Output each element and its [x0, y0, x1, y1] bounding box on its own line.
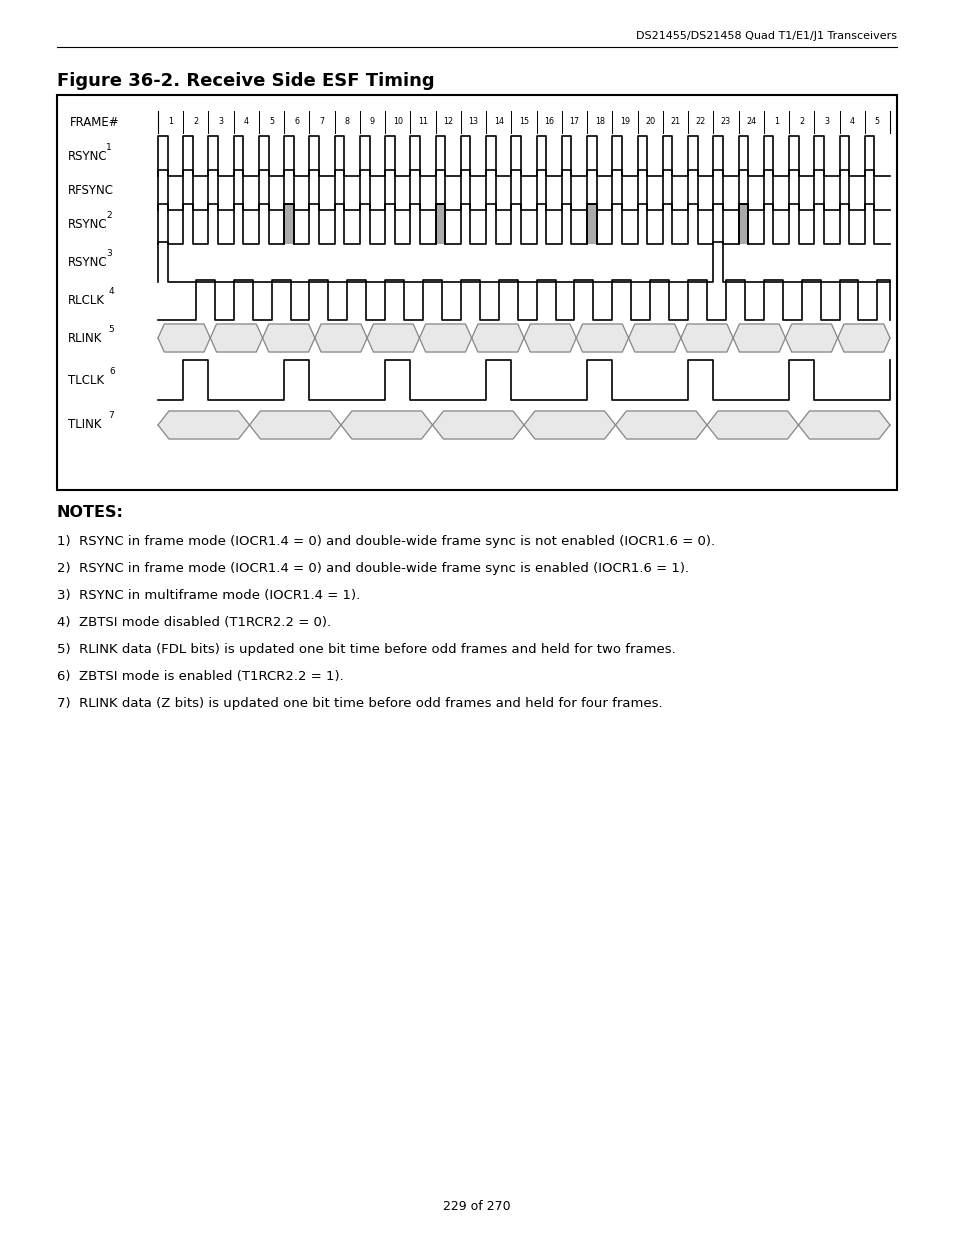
Text: 2: 2 — [193, 117, 198, 126]
Text: 19: 19 — [619, 117, 629, 126]
Text: 17: 17 — [569, 117, 578, 126]
Text: RSYNC: RSYNC — [68, 256, 108, 268]
Polygon shape — [628, 324, 680, 352]
Text: NOTES:: NOTES: — [57, 505, 124, 520]
Polygon shape — [576, 324, 628, 352]
Polygon shape — [784, 324, 837, 352]
Polygon shape — [432, 411, 523, 438]
Text: 4)  ZBTSI mode disabled (T1RCR2.2 = 0).: 4) ZBTSI mode disabled (T1RCR2.2 = 0). — [57, 616, 331, 629]
Text: TLCLK: TLCLK — [68, 373, 104, 387]
Text: 24: 24 — [745, 117, 756, 126]
Text: 22: 22 — [695, 117, 705, 126]
Polygon shape — [615, 411, 706, 438]
Text: RFSYNC: RFSYNC — [68, 184, 113, 196]
Text: 1: 1 — [106, 142, 112, 152]
Text: 1: 1 — [773, 117, 778, 126]
Text: 3: 3 — [218, 117, 223, 126]
Bar — [284, 204, 294, 245]
Text: 12: 12 — [443, 117, 453, 126]
Polygon shape — [314, 324, 367, 352]
Text: 16: 16 — [543, 117, 554, 126]
Text: 15: 15 — [518, 117, 529, 126]
Polygon shape — [732, 324, 784, 352]
Text: 5)  RLINK data (FDL bits) is updated one bit time before odd frames and held for: 5) RLINK data (FDL bits) is updated one … — [57, 643, 675, 656]
Bar — [57, 95, 896, 490]
Text: 21: 21 — [670, 117, 679, 126]
Text: 2: 2 — [106, 210, 112, 220]
Text: 229 of 270: 229 of 270 — [443, 1200, 510, 1214]
Text: 3: 3 — [823, 117, 828, 126]
Text: 6: 6 — [109, 367, 114, 375]
Text: 2: 2 — [799, 117, 803, 126]
Text: TLINK: TLINK — [68, 419, 101, 431]
Text: 13: 13 — [468, 117, 478, 126]
Text: 3: 3 — [106, 248, 112, 258]
Text: RSYNC: RSYNC — [68, 217, 108, 231]
Polygon shape — [471, 324, 523, 352]
Text: 1: 1 — [168, 117, 172, 126]
Text: 7: 7 — [108, 411, 113, 420]
Polygon shape — [798, 411, 889, 438]
Text: 11: 11 — [417, 117, 428, 126]
Text: 4: 4 — [244, 117, 249, 126]
Text: 6: 6 — [294, 117, 299, 126]
Text: DS21455/DS21458 Quad T1/E1/J1 Transceivers: DS21455/DS21458 Quad T1/E1/J1 Transceive… — [636, 31, 896, 41]
Text: 2)  RSYNC in frame mode (IOCR1.4 = 0) and double-wide frame sync is enabled (IOC: 2) RSYNC in frame mode (IOCR1.4 = 0) and… — [57, 562, 688, 576]
Text: RLINK: RLINK — [68, 331, 102, 345]
Text: 5: 5 — [874, 117, 879, 126]
Polygon shape — [367, 324, 419, 352]
Polygon shape — [158, 411, 250, 438]
Text: 7: 7 — [319, 117, 324, 126]
Polygon shape — [523, 324, 576, 352]
Bar — [436, 204, 445, 245]
Polygon shape — [680, 324, 732, 352]
Polygon shape — [706, 411, 798, 438]
Text: 4: 4 — [849, 117, 854, 126]
Bar — [738, 204, 747, 245]
Text: 5: 5 — [269, 117, 274, 126]
Polygon shape — [210, 324, 262, 352]
Text: 18: 18 — [594, 117, 604, 126]
Text: 10: 10 — [393, 117, 402, 126]
Polygon shape — [250, 411, 340, 438]
Text: RLCLK: RLCLK — [68, 294, 105, 306]
Text: FRAME#: FRAME# — [70, 116, 119, 128]
Text: 4: 4 — [109, 287, 114, 295]
Text: Figure 36-2. Receive Side ESF Timing: Figure 36-2. Receive Side ESF Timing — [57, 72, 435, 90]
Polygon shape — [837, 324, 889, 352]
Polygon shape — [262, 324, 314, 352]
Text: 1)  RSYNC in frame mode (IOCR1.4 = 0) and double-wide frame sync is not enabled : 1) RSYNC in frame mode (IOCR1.4 = 0) and… — [57, 535, 715, 548]
Text: RSYNC: RSYNC — [68, 149, 108, 163]
Polygon shape — [158, 324, 210, 352]
Text: 6)  ZBTSI mode is enabled (T1RCR2.2 = 1).: 6) ZBTSI mode is enabled (T1RCR2.2 = 1). — [57, 671, 343, 683]
Text: 8: 8 — [344, 117, 350, 126]
Text: 20: 20 — [644, 117, 655, 126]
Polygon shape — [419, 324, 471, 352]
Text: 9: 9 — [370, 117, 375, 126]
Polygon shape — [523, 411, 615, 438]
Text: 3)  RSYNC in multiframe mode (IOCR1.4 = 1).: 3) RSYNC in multiframe mode (IOCR1.4 = 1… — [57, 589, 360, 601]
Polygon shape — [340, 411, 432, 438]
Text: 7)  RLINK data (Z bits) is updated one bit time before odd frames and held for f: 7) RLINK data (Z bits) is updated one bi… — [57, 697, 662, 710]
Text: 14: 14 — [494, 117, 503, 126]
Text: 5: 5 — [108, 325, 113, 333]
Bar — [586, 204, 596, 245]
Text: 23: 23 — [720, 117, 730, 126]
